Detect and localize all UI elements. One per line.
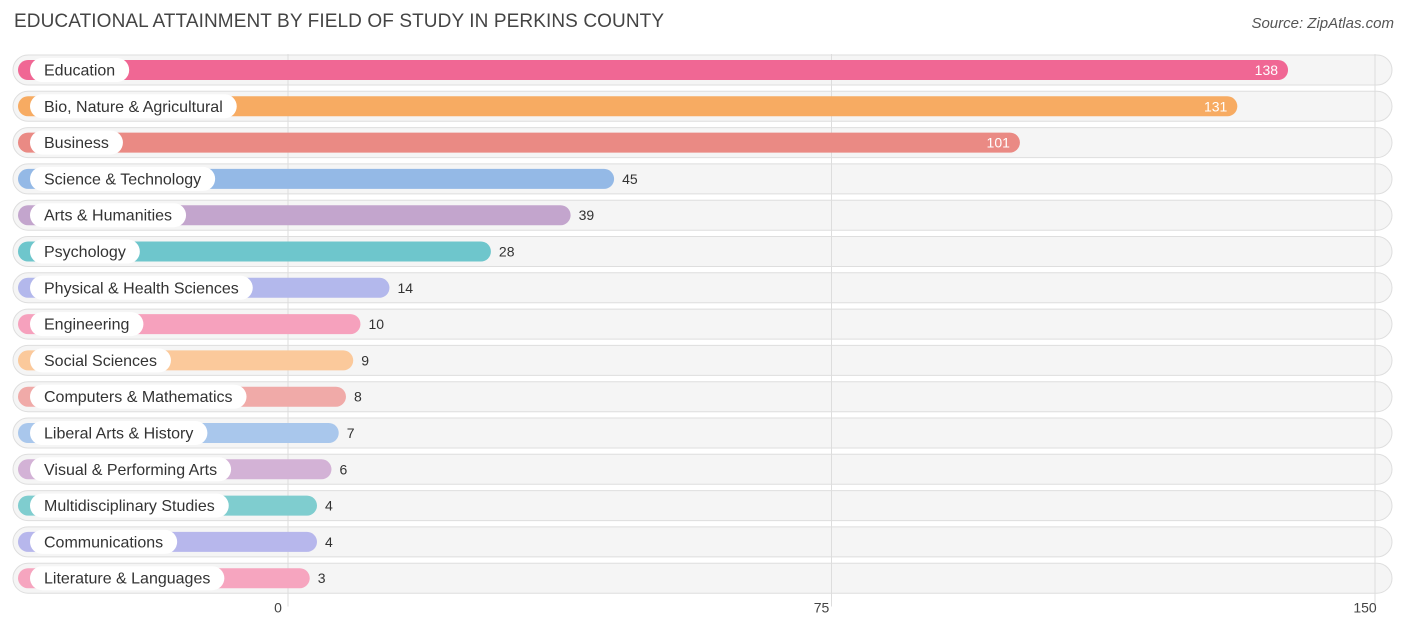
category-label-pill (30, 384, 247, 409)
chart-title: EDUCATIONAL ATTAINMENT BY FIELD OF STUDY… (14, 11, 665, 32)
value-label: 10 (368, 316, 384, 332)
category-label-pill (30, 566, 225, 591)
category-label: Communications (44, 534, 163, 551)
bar (18, 96, 1238, 117)
value-label: 6 (339, 461, 347, 477)
category-label: Bio, Nature & Agricultural (44, 99, 223, 116)
row-track (12, 453, 1393, 485)
row-track (12, 417, 1393, 449)
category-label: Physical & Health Sciences (44, 280, 239, 297)
value-label: 4 (325, 498, 333, 514)
category-label-pill (30, 58, 130, 82)
category-label: Arts & Humanities (44, 208, 172, 225)
value-label: 3 (318, 570, 326, 586)
category-label: Visual & Performing Arts (44, 462, 217, 479)
source-note: Source: ZipAtlas.com (1251, 15, 1394, 32)
category-label: Literature & Languages (44, 571, 210, 588)
bar (18, 132, 1020, 153)
category-label-pill (30, 203, 187, 228)
category-label-pill (30, 312, 144, 337)
value-label: 9 (361, 352, 369, 368)
x-tick-label: 0 (274, 600, 282, 616)
row-track (12, 490, 1393, 522)
category-label: Science & Technology (44, 171, 201, 188)
category-label-pill (30, 166, 216, 191)
category-label: Psychology (44, 244, 126, 261)
value-label: 45 (622, 171, 638, 187)
category-label: Social Sciences (44, 353, 157, 370)
row-track (12, 526, 1393, 558)
value-label: 8 (354, 389, 362, 405)
row-track (12, 562, 1393, 594)
category-label-pill (30, 493, 229, 518)
value-label: 131 (1204, 98, 1228, 114)
category-label-pill (30, 348, 171, 373)
value-label: 4 (325, 534, 333, 550)
row-track (12, 381, 1393, 413)
value-label: 138 (1255, 62, 1279, 78)
value-label: 39 (579, 207, 595, 223)
category-label: Education (44, 63, 115, 80)
category-label-pill (30, 275, 253, 300)
bar (18, 60, 1289, 80)
value-label: 28 (499, 244, 515, 260)
value-label: 14 (397, 280, 413, 296)
x-tick-label: 75 (814, 600, 830, 616)
category-label: Multidisciplinary Studies (44, 498, 215, 515)
category-label: Computers & Mathematics (44, 389, 233, 406)
row-track (12, 308, 1393, 340)
x-tick-label: 150 (1353, 600, 1377, 616)
category-label-pill (30, 130, 123, 155)
category-label-pill (30, 529, 178, 554)
category-label-pill (30, 94, 237, 119)
row-track (12, 344, 1393, 376)
category-label-pill (30, 457, 232, 482)
category-label-pill (30, 421, 208, 445)
category-label-pill (30, 239, 140, 264)
category-label: Engineering (44, 317, 129, 334)
category-label: Business (44, 135, 109, 152)
value-label: 7 (347, 425, 355, 441)
value-label: 101 (987, 135, 1011, 151)
category-label: Liberal Arts & History (44, 426, 193, 443)
